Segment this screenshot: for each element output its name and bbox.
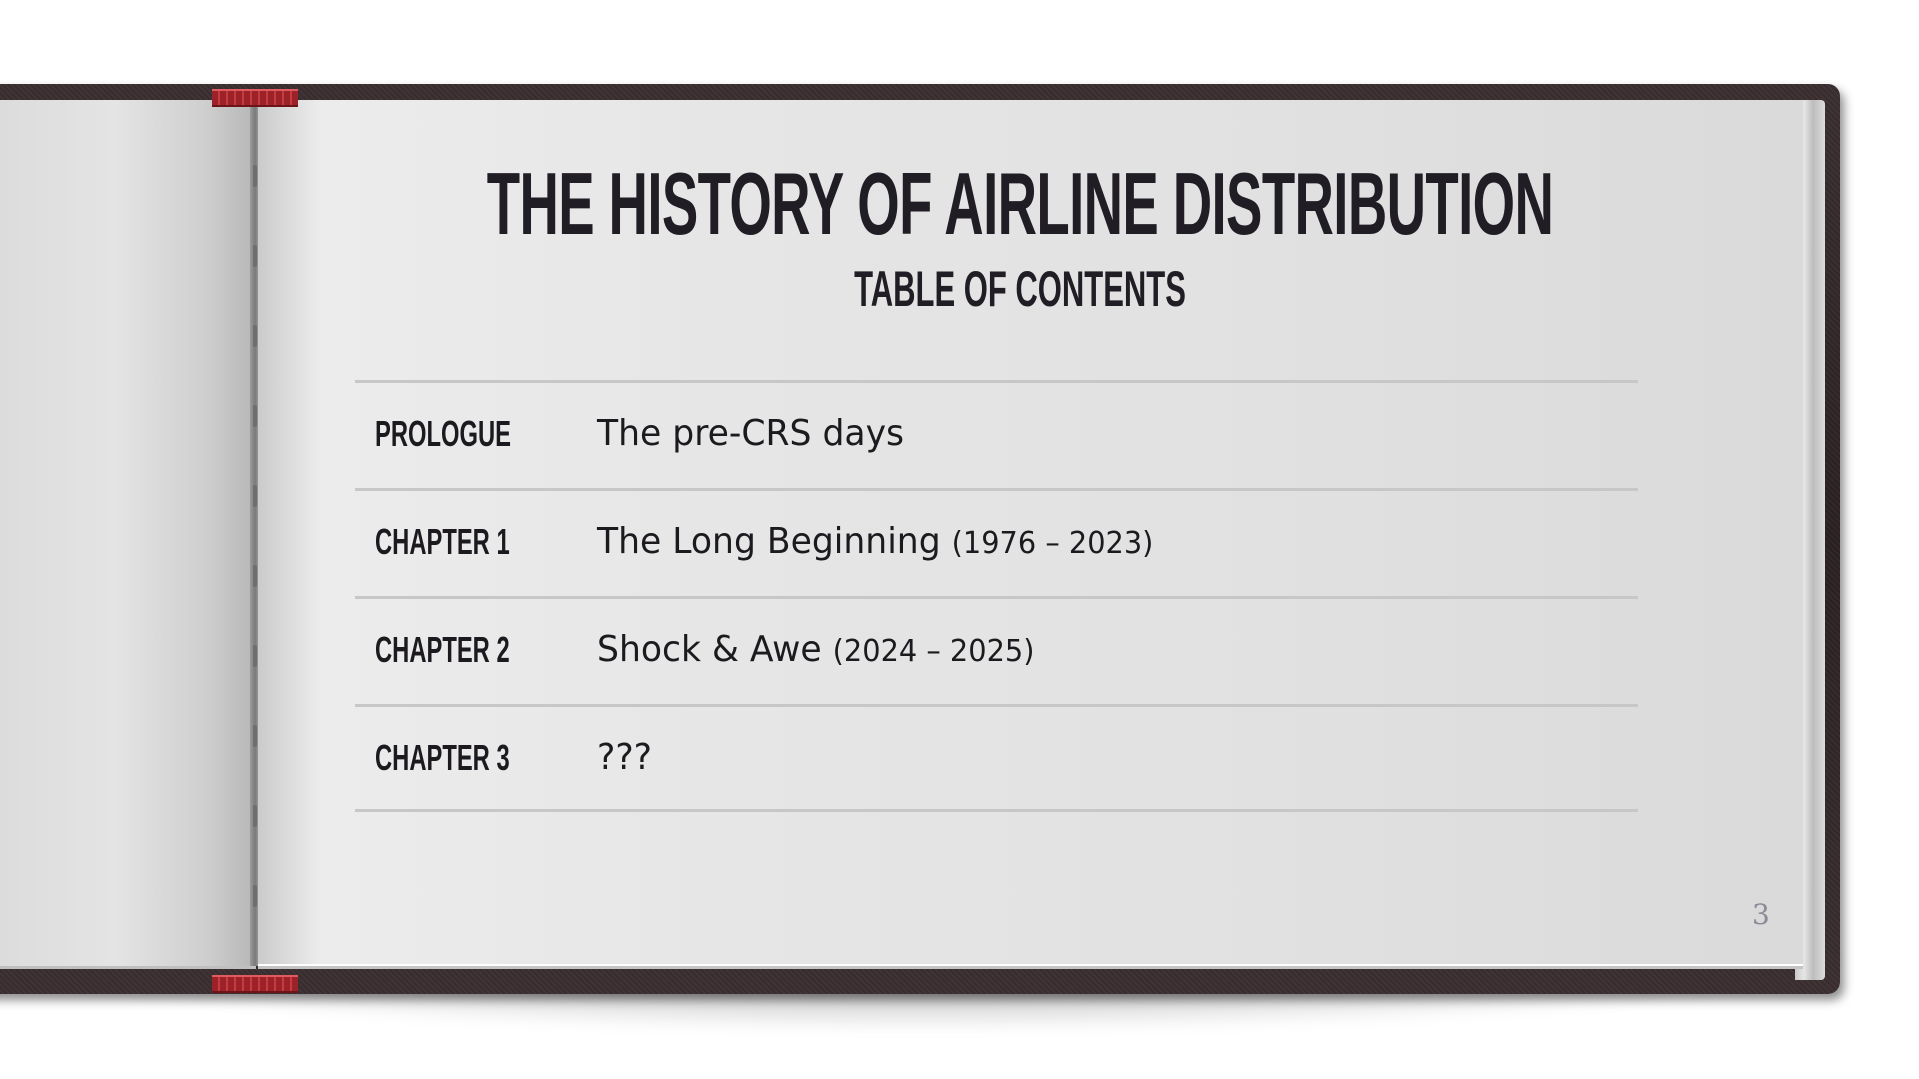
binding-stitch bbox=[253, 805, 257, 827]
book-subtitle: TABLE OF CONTENTS bbox=[854, 261, 1186, 317]
binding-stitch bbox=[253, 405, 257, 427]
page-number: 3 bbox=[1752, 898, 1770, 931]
toc-row-chapter-1: CHAPTER 1 The Long Beginning (1976 – 202… bbox=[355, 488, 1638, 596]
binding-stitch bbox=[253, 325, 257, 347]
toc-label: CHAPTER 3 bbox=[375, 737, 510, 778]
binding-stitch bbox=[253, 885, 257, 907]
table-of-contents: PROLOGUE The pre-CRS days CHAPTER 1 The … bbox=[355, 380, 1638, 812]
toc-title: The Long Beginning bbox=[597, 521, 952, 562]
toc-label: CHAPTER 1 bbox=[375, 521, 510, 562]
binding-stitch bbox=[253, 485, 257, 507]
toc-text: ??? bbox=[597, 740, 652, 776]
toc-row-prologue: PROLOGUE The pre-CRS days bbox=[355, 380, 1638, 488]
toc-text: Shock & Awe (2024 – 2025) bbox=[597, 632, 1034, 668]
toc-row-chapter-3: CHAPTER 3 ??? bbox=[355, 704, 1638, 812]
binding-stitch bbox=[253, 725, 257, 747]
toc-row-chapter-2: CHAPTER 2 Shock & Awe (2024 – 2025) bbox=[355, 596, 1638, 704]
toc-title: Shock & Awe bbox=[597, 629, 833, 670]
book-title: THE HISTORY OF AIRLINE DISTRIBUTION bbox=[486, 154, 1554, 253]
toc-title: The pre-CRS days bbox=[597, 413, 905, 454]
binding-stitch bbox=[253, 645, 257, 667]
book-gutter bbox=[250, 100, 260, 966]
toc-years: (1976 – 2023) bbox=[951, 526, 1154, 561]
toc-title: ??? bbox=[597, 737, 653, 778]
toc-label: CHAPTER 2 bbox=[375, 629, 510, 670]
toc-label: PROLOGUE bbox=[375, 413, 511, 454]
bookmark-ribbon-top bbox=[212, 89, 298, 107]
toc-years: (2024 – 2025) bbox=[832, 634, 1035, 669]
right-page bbox=[258, 100, 1803, 969]
bookmark-ribbon-bottom bbox=[212, 975, 298, 993]
left-page bbox=[0, 100, 256, 969]
binding-stitch bbox=[253, 165, 257, 187]
toc-text: The pre-CRS days bbox=[597, 416, 904, 452]
binding-stitch bbox=[253, 565, 257, 587]
binding-stitch bbox=[253, 245, 257, 267]
toc-text: The Long Beginning (1976 – 2023) bbox=[597, 524, 1153, 560]
